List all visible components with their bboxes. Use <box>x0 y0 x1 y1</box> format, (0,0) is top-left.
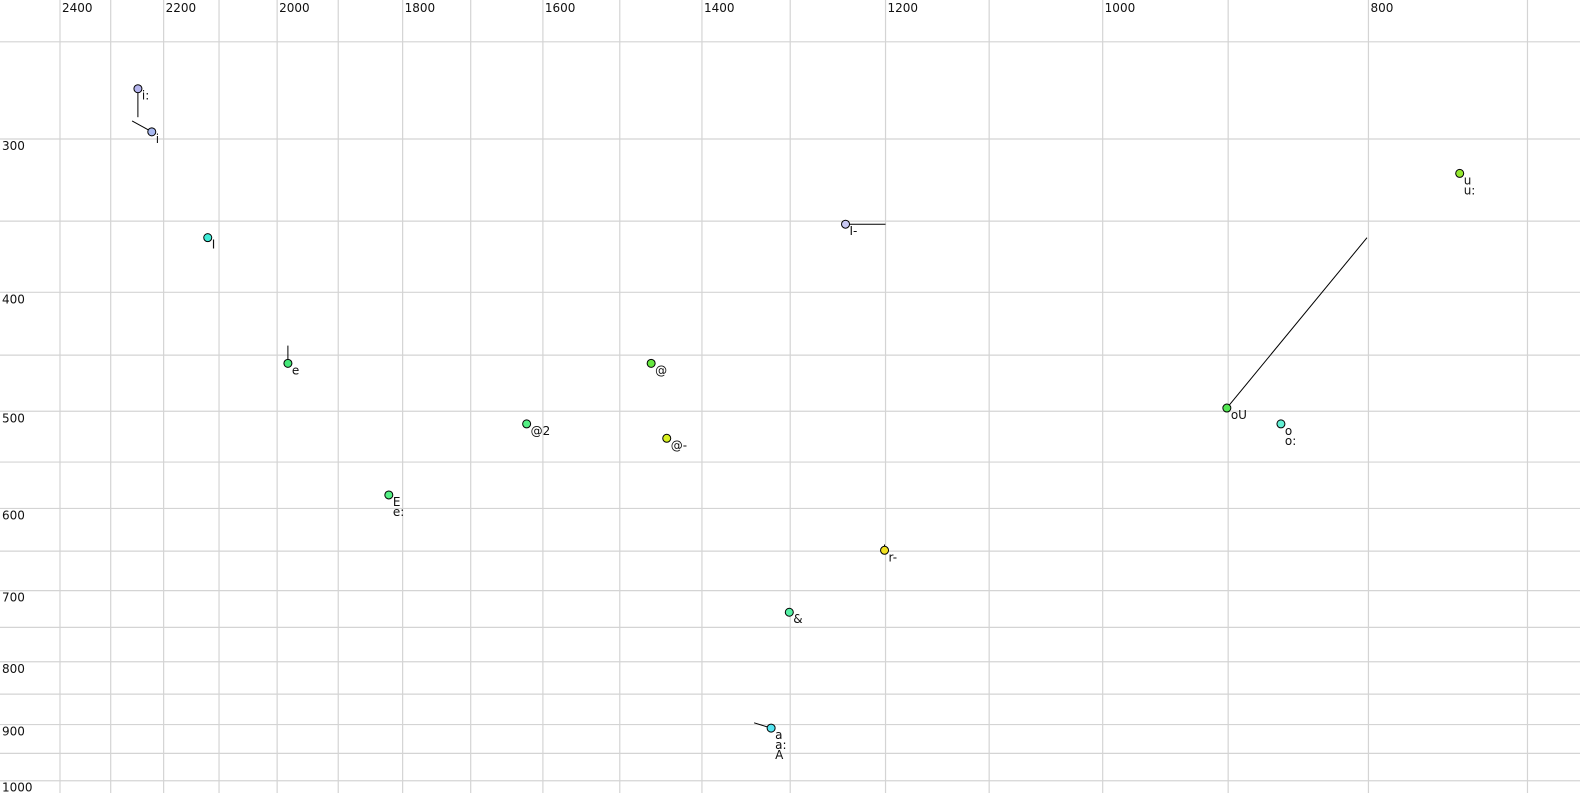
y-tick-label: 700 <box>2 591 25 605</box>
vowel-point <box>1276 419 1286 429</box>
vowel-label: @2 <box>531 424 551 438</box>
vowel-label: a <box>775 728 782 742</box>
x-tick-label: 2200 <box>166 1 197 15</box>
vowel-label: A <box>775 748 784 762</box>
x-tick-label: 1600 <box>545 1 576 15</box>
vowel-point <box>784 607 794 617</box>
vowel-label: e: <box>393 505 404 519</box>
x-tick-label: 2400 <box>62 1 93 15</box>
vowel-label: o <box>1285 424 1292 438</box>
x-tick-label: 1400 <box>704 1 735 15</box>
y-tick-label: 600 <box>2 508 25 522</box>
vowel-label: I <box>212 238 216 252</box>
x-tick-label: 1200 <box>888 1 919 15</box>
vowel-label: a: <box>775 738 786 752</box>
vowel-point <box>766 723 776 733</box>
vowel-label: r- <box>889 550 898 564</box>
data-points: i: i Ie Ee: @2 @ @- I-r- & aa:AoU oo: uu: <box>133 84 1476 762</box>
vowel-label: u: <box>1464 183 1476 197</box>
vowel-point <box>147 127 157 137</box>
y-tick-label: 500 <box>2 411 25 425</box>
x-tick-label: 1000 <box>1105 1 1136 15</box>
vowel-label: o: <box>1285 434 1296 448</box>
vowel-point <box>662 433 672 443</box>
vowel-point <box>522 419 532 429</box>
vowel-point <box>1222 403 1232 413</box>
vowel-label: u <box>1464 173 1472 187</box>
vowel-point <box>384 490 394 500</box>
vowel-point <box>283 358 293 368</box>
vowel-label: oU <box>1231 408 1247 422</box>
formant-trajectory <box>1226 237 1368 409</box>
trajectories <box>131 88 1368 729</box>
vowel-label: & <box>793 612 802 626</box>
x-tick-label: 1800 <box>405 1 436 15</box>
x-tick-label: 800 <box>1370 1 1393 15</box>
y-tick-label: 400 <box>2 292 25 306</box>
vowel-label: i <box>156 132 159 146</box>
y-tick-label: 900 <box>2 725 25 739</box>
x-tick-label: 2000 <box>279 1 310 15</box>
vowel-point <box>1455 168 1465 178</box>
vowel-point <box>203 233 213 243</box>
vowel-label: i: <box>142 89 149 103</box>
vowel-point <box>646 358 656 368</box>
y-tick-label: 800 <box>2 662 25 676</box>
vowel-label: @ <box>655 363 667 377</box>
vowel-point <box>841 219 851 229</box>
y-tick-label: 300 <box>2 139 25 153</box>
y-tick-label: 1000 <box>2 781 33 795</box>
vowel-point <box>880 545 890 555</box>
vowel-label: @- <box>671 438 687 452</box>
vowel-label: E <box>393 495 401 509</box>
vowel-point <box>133 84 143 94</box>
vowel-label: e <box>292 363 299 377</box>
tick-labels: 2400 2200 2000 1800 1600 1400 1200 1000 800 300 40… <box>2 1 1393 795</box>
vowel-label: I- <box>850 224 858 238</box>
